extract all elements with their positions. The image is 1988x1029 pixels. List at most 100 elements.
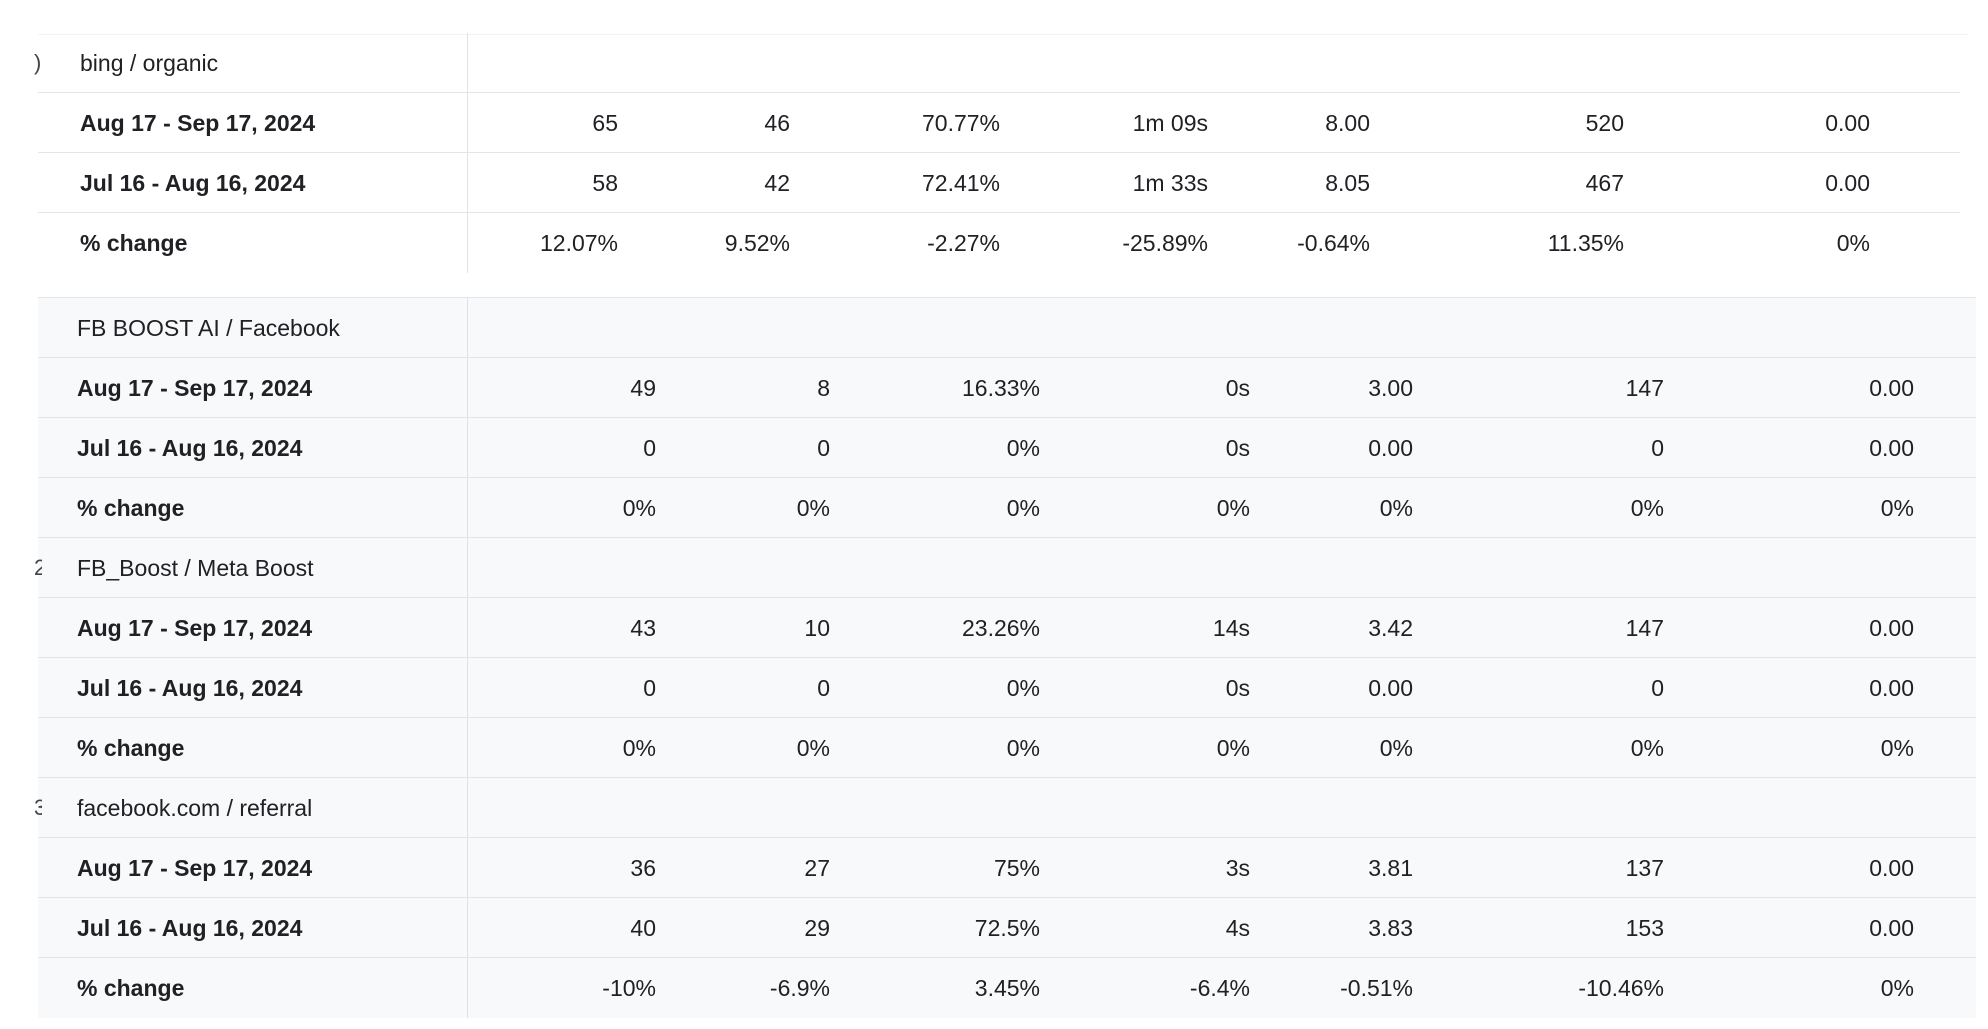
- cell-key-events: 0%: [1880, 735, 1914, 761]
- cell-engagement-rate: 23.26%: [961, 615, 1040, 641]
- cell-key-events: 0.00: [1825, 110, 1870, 136]
- cell-engagement-rate: -2.27%: [927, 230, 1000, 256]
- percent-change-label: % change: [80, 230, 188, 256]
- cell-event-count: 147: [1625, 615, 1664, 641]
- table-row[interactable]: Jul 16 - Aug 16, 2024 0 0 0% 0s 0.00 0 0…: [38, 418, 1976, 478]
- cell-engagement-rate: 3.45%: [974, 975, 1040, 1001]
- cell-event-count: -10.46%: [1578, 975, 1664, 1001]
- cell-engagement-rate: 72.41%: [921, 170, 1000, 196]
- cell-event-count: 0: [1651, 435, 1664, 461]
- cell-avg-engagement-time: -6.4%: [1189, 975, 1250, 1001]
- cell-key-events: 0.00: [1869, 855, 1914, 881]
- cell-event-count: 147: [1625, 375, 1664, 401]
- cell-event-count: 467: [1585, 170, 1624, 196]
- table-group-bing-organic: ) bing / organic Aug 17 - Sep 17, 2024 6…: [0, 33, 1988, 273]
- cell-engaged-sessions: -6.9%: [769, 975, 830, 1001]
- cell-engagement-rate: 0%: [1006, 675, 1040, 701]
- cell-engagement-rate: 0%: [1006, 435, 1040, 461]
- group-name: FB BOOST AI / Facebook: [77, 315, 340, 341]
- cell-avg-engagement-time: 14s: [1212, 615, 1250, 641]
- table-row[interactable]: Jul 16 - Aug 16, 2024 58 42 72.41% 1m 33…: [38, 153, 1960, 213]
- cell-sessions: 0%: [622, 495, 656, 521]
- cell-events-per-session: 0%: [1379, 495, 1413, 521]
- table-row[interactable]: Aug 17 - Sep 17, 2024 49 8 16.33% 0s 3.0…: [38, 358, 1976, 418]
- cell-engaged-sessions: 10: [804, 615, 830, 641]
- group-name: facebook.com / referral: [77, 795, 313, 821]
- table-row-group-header[interactable]: 3 facebook.com / referral: [34, 778, 1976, 838]
- cell-sessions: 0: [643, 435, 656, 461]
- cell-avg-engagement-time: 4s: [1225, 915, 1250, 941]
- cell-engaged-sessions: 46: [764, 110, 790, 136]
- cell-event-count: 11.35%: [1547, 230, 1624, 256]
- table-row-group-header[interactable]: 2 FB_Boost / Meta Boost: [34, 538, 1976, 598]
- cell-engagement-rate: 0%: [1006, 495, 1040, 521]
- group-name: bing / organic: [80, 50, 219, 76]
- table-row[interactable]: Aug 17 - Sep 17, 2024 36 27 75% 3s 3.81 …: [38, 838, 1976, 898]
- column-divider: [467, 298, 468, 1018]
- date-range-label: Jul 16 - Aug 16, 2024: [77, 435, 303, 461]
- cell-event-count: 520: [1585, 110, 1624, 136]
- cell-key-events: 0.00: [1869, 915, 1914, 941]
- row-number: ): [34, 50, 42, 75]
- cell-engaged-sessions: 9.52%: [724, 230, 790, 256]
- cell-sessions: 36: [630, 855, 656, 881]
- cell-event-count: 153: [1625, 915, 1664, 941]
- table-row[interactable]: % change 0% 0% 0% 0% 0% 0% 0%: [38, 718, 1976, 778]
- row-number: 2: [34, 555, 42, 580]
- cell-engaged-sessions: 0: [817, 675, 830, 701]
- cell-engaged-sessions: 29: [804, 915, 830, 941]
- percent-change-label: % change: [77, 975, 185, 1001]
- table-row[interactable]: % change 0% 0% 0% 0% 0% 0% 0%: [38, 478, 1976, 538]
- cell-events-per-session: 3.42: [1368, 615, 1413, 641]
- cell-event-count: 0%: [1630, 495, 1664, 521]
- table-row-group-header[interactable]: FB BOOST AI / Facebook: [38, 298, 1976, 358]
- table-group-shaded: FB BOOST AI / Facebook Aug 17 - Sep 17, …: [34, 297, 1976, 1018]
- cell-events-per-session: 3.00: [1368, 375, 1413, 401]
- table-row-group-header[interactable]: ) bing / organic: [34, 33, 1960, 93]
- cell-key-events: 0.00: [1869, 435, 1914, 461]
- percent-change-label: % change: [77, 495, 185, 521]
- date-range-label: Aug 17 - Sep 17, 2024: [77, 375, 313, 401]
- table-row[interactable]: % change 12.07% 9.52% -2.27% -25.89% -0.…: [38, 213, 1960, 273]
- cell-engaged-sessions: 8: [817, 375, 830, 401]
- cell-events-per-session: 3.81: [1368, 855, 1413, 881]
- cell-events-per-session: 0%: [1379, 735, 1413, 761]
- cell-key-events: 0.00: [1869, 375, 1914, 401]
- cell-avg-engagement-time: 0s: [1225, 675, 1250, 701]
- cell-engagement-rate: 75%: [993, 855, 1040, 881]
- table-row[interactable]: Aug 17 - Sep 17, 2024 43 10 23.26% 14s 3…: [38, 598, 1976, 658]
- cell-events-per-session: 8.00: [1325, 110, 1370, 136]
- cell-avg-engagement-time: -25.89%: [1122, 230, 1208, 256]
- date-range-label: Jul 16 - Aug 16, 2024: [80, 170, 306, 196]
- cell-events-per-session: -0.64%: [1297, 230, 1370, 256]
- cell-avg-engagement-time: 1m 09s: [1132, 110, 1208, 136]
- column-divider: [467, 33, 468, 273]
- date-range-label: Aug 17 - Sep 17, 2024: [77, 615, 313, 641]
- cell-engagement-rate: 0%: [1006, 735, 1040, 761]
- table-row[interactable]: % change -10% -6.9% 3.45% -6.4% -0.51% -…: [38, 958, 1976, 1018]
- cell-engaged-sessions: 0: [817, 435, 830, 461]
- table-top-border: [38, 34, 1968, 35]
- cell-engagement-rate: 70.77%: [921, 110, 1000, 136]
- cell-engaged-sessions: 0%: [796, 495, 830, 521]
- cell-event-count: 0%: [1630, 735, 1664, 761]
- row-number: 3: [34, 795, 42, 820]
- cell-sessions: 12.07%: [539, 230, 618, 256]
- cell-key-events: 0.00: [1825, 170, 1870, 196]
- cell-event-count: 0: [1651, 675, 1664, 701]
- cell-events-per-session: 0.00: [1368, 435, 1413, 461]
- cell-engaged-sessions: 0%: [796, 735, 830, 761]
- date-range-label: Jul 16 - Aug 16, 2024: [77, 675, 303, 701]
- cell-event-count: 137: [1625, 855, 1664, 881]
- cell-key-events: 0%: [1836, 230, 1870, 256]
- cell-sessions: 0%: [622, 735, 656, 761]
- cell-key-events: 0.00: [1869, 675, 1914, 701]
- table-row[interactable]: Jul 16 - Aug 16, 2024 0 0 0% 0s 0.00 0 0…: [38, 658, 1976, 718]
- cell-key-events: 0%: [1880, 975, 1914, 1001]
- cell-events-per-session: 3.83: [1368, 915, 1413, 941]
- cell-engagement-rate: 72.5%: [974, 915, 1040, 941]
- table-row[interactable]: Aug 17 - Sep 17, 2024 65 46 70.77% 1m 09…: [38, 93, 1960, 153]
- table-row[interactable]: Jul 16 - Aug 16, 2024 40 29 72.5% 4s 3.8…: [38, 898, 1976, 958]
- cell-engaged-sessions: 42: [764, 170, 790, 196]
- cell-avg-engagement-time: 0%: [1216, 495, 1250, 521]
